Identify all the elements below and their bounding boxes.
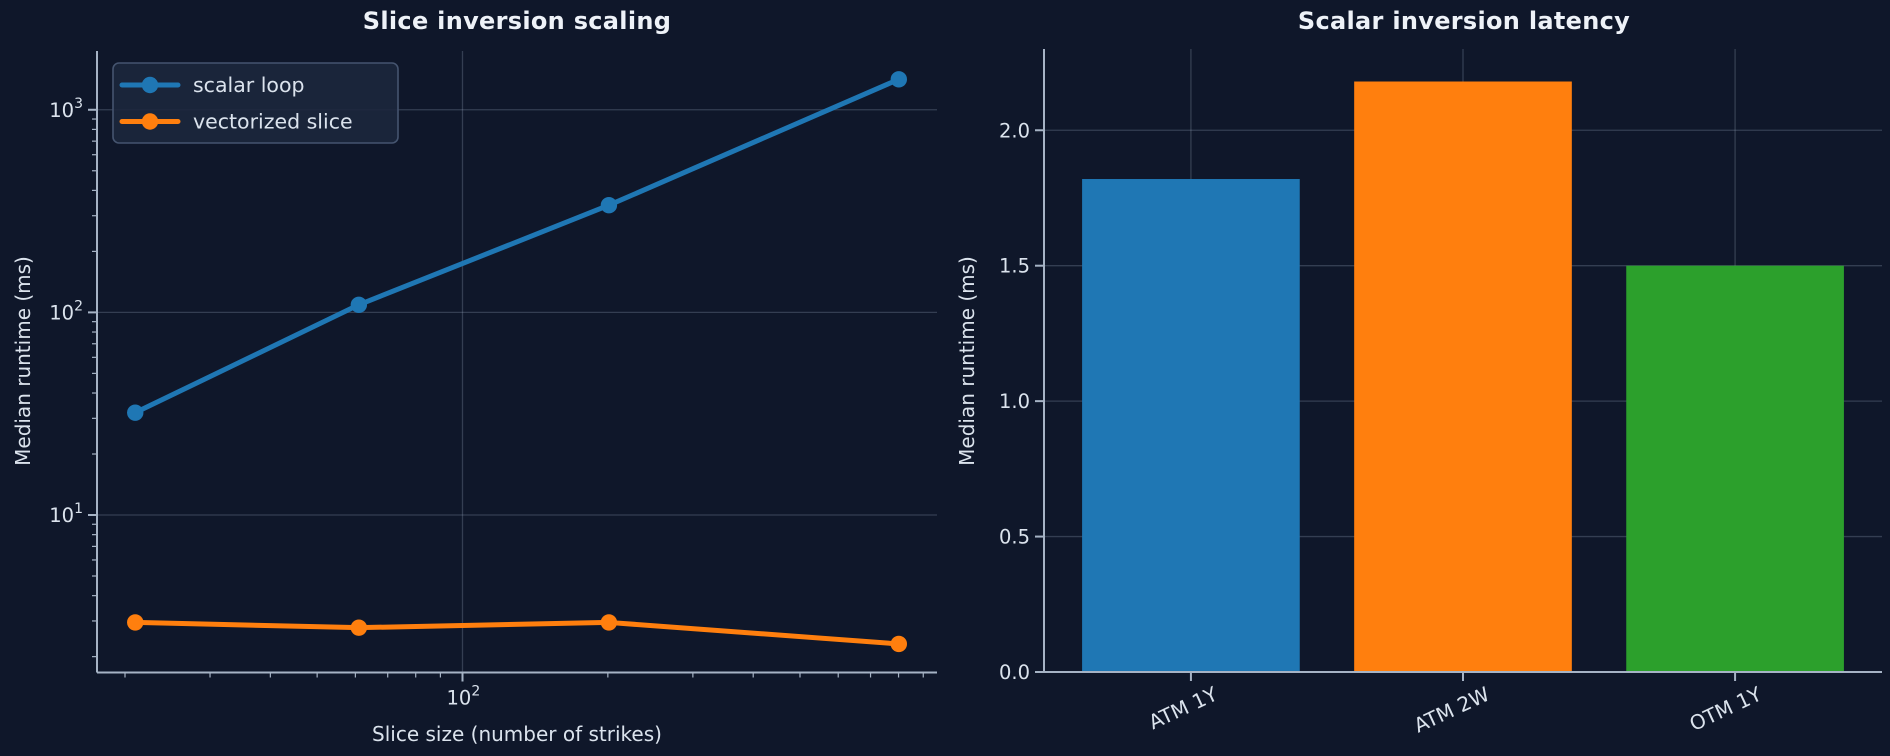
- right-y-axis-label: Median runtime (ms): [955, 256, 979, 466]
- data-point-marker: [127, 404, 144, 421]
- line-chart-slice-inversion-scaling: 101 102 103 102 scalar loop vectorized slice: [49, 51, 937, 710]
- y-tick-label: 101: [49, 501, 83, 527]
- legend-box: [112, 62, 399, 144]
- right-chart-title: Scalar inversion latency: [1297, 7, 1631, 35]
- y-tick-label: 1.0: [999, 390, 1030, 413]
- data-point-marker: [600, 197, 618, 214]
- legend-marker: [141, 76, 159, 94]
- x-tick-label: 102: [446, 684, 480, 710]
- data-point-marker: [127, 614, 144, 631]
- y-tick-label: 0.0: [999, 661, 1030, 684]
- left-y-axis-label: Median runtime (ms): [11, 256, 35, 466]
- x-tick-label: ATM 2W: [1410, 682, 1493, 738]
- data-point-marker: [600, 614, 618, 631]
- legend-marker: [141, 113, 159, 130]
- left-x-axis-label: Slice size (number of strikes): [372, 722, 662, 746]
- data-point-marker: [890, 71, 908, 88]
- left-chart-title: Slice inversion scaling: [362, 7, 672, 35]
- y-tick-label: 0.5: [999, 526, 1030, 549]
- x-tick-label: ATM 1Y: [1145, 681, 1222, 734]
- data-point-marker: [890, 635, 908, 653]
- legend-label: vectorized slice: [193, 110, 353, 134]
- y-tick-label: 103: [49, 96, 83, 122]
- y-tick-label: 2.0: [999, 119, 1030, 142]
- legend: scalar loop vectorized slice: [112, 62, 399, 144]
- y-tick-label: 102: [49, 298, 83, 324]
- series-line-vectorized-slice: [132, 619, 902, 647]
- x-tick-label: OTM 1Y: [1686, 681, 1766, 735]
- legend-label: scalar loop: [193, 73, 305, 97]
- bar-atm-2w: [1354, 81, 1572, 673]
- data-point-marker: [350, 619, 368, 636]
- y-tick-label: 1.5: [999, 255, 1030, 278]
- bar-atm-1y: [1082, 179, 1300, 672]
- bar-chart-scalar-inversion-latency: 0.0 0.5 1.0 1.5 2.0 ATM 1Y ATM 2W OTM 1Y: [999, 49, 1882, 738]
- bar-otm-1y: [1626, 265, 1844, 672]
- series-line-scalar-loop: [132, 76, 902, 416]
- data-point-marker: [350, 296, 368, 314]
